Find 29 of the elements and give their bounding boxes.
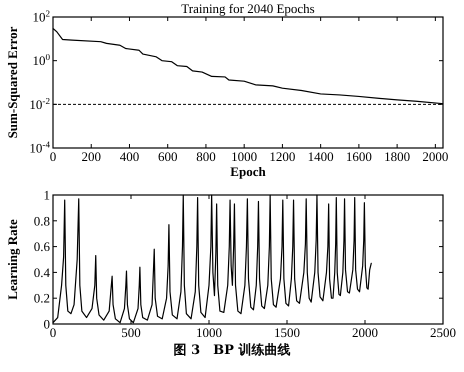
caption: 图 3 BP 训练曲线	[174, 343, 290, 358]
chart-title: Training for 2040 Epochs	[181, 1, 315, 16]
x-tick-label: 2500	[430, 325, 456, 340]
x-tick-label: 2000	[422, 149, 448, 164]
x-tick-label: 1800	[384, 149, 410, 164]
x-tick-label: 1000	[231, 149, 258, 164]
y-tick-label: 10$^{-2}$	[29, 96, 50, 112]
x-tick-label: 1400	[308, 149, 334, 164]
y-tick-label: 10$^{2}$	[32, 8, 50, 24]
y-tick-label: 10$^{0}$	[32, 52, 50, 68]
x-tick-label: 1600	[346, 149, 372, 164]
x-tick-label: 500	[121, 325, 141, 340]
y-tick-label: 0.2	[34, 290, 50, 306]
y-tick-label: 1	[44, 188, 50, 202]
x-tick-label: 400	[120, 149, 140, 164]
y-tick-label: 0.8	[34, 213, 50, 228]
y-axis-title: Learning Rate	[5, 219, 20, 300]
y-tick-label: 0.4	[34, 264, 50, 280]
x-tick-label: 2000	[352, 325, 378, 340]
x-tick-label: 600	[158, 149, 178, 164]
y-tick-label: 10$^{-4}$	[29, 140, 50, 156]
x-tick-label: 1500	[274, 325, 300, 340]
y-tick-label: 0.6	[34, 239, 50, 254]
x-tick-label: 800	[196, 149, 216, 164]
x-tick-label: 1200	[269, 149, 296, 164]
x-axis-title: Epoch	[230, 164, 266, 179]
x-tick-label: 1000	[196, 325, 222, 340]
x-tick-label: 200	[81, 149, 101, 164]
y-axis-title: Sum-Squared Error	[5, 26, 20, 138]
